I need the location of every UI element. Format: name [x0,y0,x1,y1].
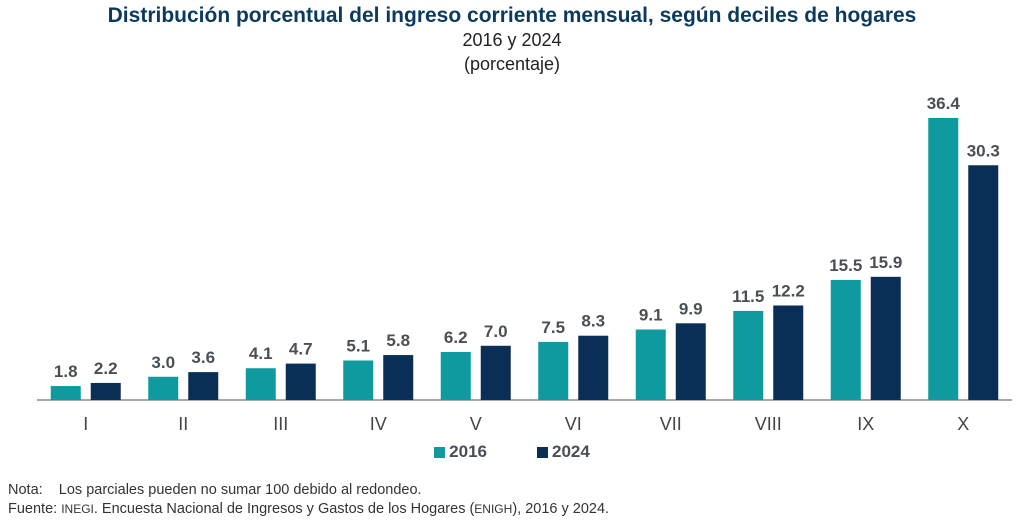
value-label-2016-I: 1.8 [54,362,78,381]
bar-2016-V [440,351,471,400]
value-label-2024-VIII: 12.2 [772,281,805,300]
value-label-2016-IV: 5.1 [346,336,370,355]
bar-2016-VII [635,329,666,400]
bar-2016-II [148,376,179,400]
x-tick-label-VI: VI [565,414,582,434]
note-line: Nota: Los parciales pueden no sumar 100 … [8,481,609,500]
bar-2024-I [90,382,121,400]
value-label-2016-VII: 9.1 [639,306,663,325]
value-label-2024-IV: 5.8 [386,331,410,350]
bar-2024-IV [383,355,414,400]
bar-2016-VIII [733,310,764,400]
source-org: INEGI [61,502,94,516]
x-tick-label-IX: IX [857,414,874,434]
value-label-2024-V: 7.0 [484,322,508,341]
source-label: Fuente: [8,501,58,517]
x-tick-label-X: X [957,414,969,434]
x-tick-label-VIII: VIII [755,414,782,434]
bar-2024-VIII [773,305,804,400]
bar-2016-I [50,386,81,400]
legend-swatch-2016 [434,446,446,458]
value-label-2024-VII: 9.9 [679,299,703,318]
value-label-2024-VI: 8.3 [581,312,605,331]
value-label-2016-X: 36.4 [927,94,961,113]
value-label-2016-III: 4.1 [249,344,273,363]
bar-2024-II [188,372,219,400]
value-label-2016-VI: 7.5 [541,318,565,337]
bar-2016-IV [343,360,374,400]
legend-label-2024: 2024 [552,442,590,461]
x-tick-label-II: II [178,414,188,434]
bar-2024-III [285,363,316,400]
legend: 2016 2024 [0,442,1024,462]
legend-label-2016: 2016 [449,442,487,461]
value-label-2016-IX: 15.5 [829,256,862,275]
bar-2024-VII [675,323,706,400]
bar-2024-VI [578,335,609,400]
value-label-2024-IX: 15.9 [869,253,902,272]
value-label-2016-V: 6.2 [444,328,468,347]
note-text: Los parciales pueden no sumar 100 debido… [58,482,422,498]
x-tick-label-III: III [273,414,288,434]
legend-item-2016: 2016 [434,442,487,462]
x-tick-label-V: V [470,414,482,434]
note-label: Nota: [8,482,43,498]
legend-item-2024: 2024 [537,442,590,462]
legend-swatch-2024 [537,446,548,458]
source-text-1: . Encuesta Nacional de Ingresos y Gastos… [93,501,475,517]
value-label-2024-I: 2.2 [94,359,118,378]
source-text-2: ), 2016 y 2024. [512,501,610,517]
x-tick-label-IV: IV [370,414,387,434]
bar-2016-IX [830,279,861,400]
value-label-2024-X: 30.3 [967,141,1000,160]
x-tick-label-I: I [83,414,88,434]
source-abbr: ENIGH [474,502,513,516]
bar-2016-VI [538,341,569,400]
value-label-2024-III: 4.7 [289,340,313,359]
value-label-2024-II: 3.6 [191,348,215,367]
chart-unit-label: (porcentaje) [463,54,561,74]
footnotes: Nota: Los parciales pueden no sumar 100 … [8,481,609,519]
source-line: Fuente: INEGI. Encuesta Nacional de Ingr… [8,500,609,519]
bar-2024-X [968,165,999,400]
bar-chart: 1.8 2.2 I 3.0 3.6 II 4.1 4.7 III 5.1 5.8 IV 6.2 7.0 V 7… [37,94,1012,434]
chart-title: Distribución porcentual del ingreso corr… [107,4,917,27]
x-tick-label-VII: VII [660,414,682,434]
value-label-2016-VIII: 11.5 [732,287,764,306]
bar-2016-III [245,368,276,400]
chart-subtitle: 2016 y 2024 [462,30,562,50]
bar-2024-V [480,345,511,400]
value-label-2016-II: 3.0 [151,353,175,372]
bar-2016-X [928,118,959,400]
bar-2024-IX [870,276,901,400]
